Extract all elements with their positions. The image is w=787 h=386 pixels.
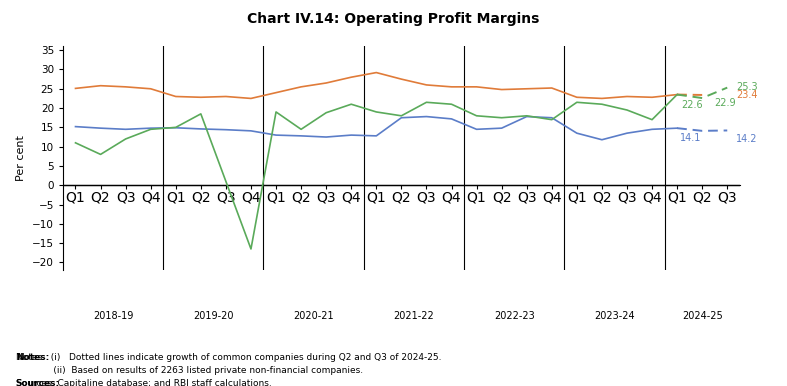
Text: Sources: Capitaline database; and RBI staff calculations.: Sources: Capitaline database; and RBI st… bbox=[16, 379, 272, 386]
Text: 2021-22: 2021-22 bbox=[394, 311, 434, 321]
Text: (ii)  Based on results of 2263 listed private non-financial companies.: (ii) Based on results of 2263 listed pri… bbox=[16, 366, 363, 375]
Text: 23.4: 23.4 bbox=[736, 90, 758, 100]
Text: Sources:: Sources: bbox=[16, 379, 60, 386]
Text: 25.3: 25.3 bbox=[736, 82, 758, 92]
Text: Chart IV.14: Operating Profit Margins: Chart IV.14: Operating Profit Margins bbox=[247, 12, 540, 25]
Text: 14.2: 14.2 bbox=[736, 134, 758, 144]
Text: Notes:: Notes: bbox=[16, 353, 49, 362]
Text: 22.9: 22.9 bbox=[715, 98, 737, 108]
Y-axis label: Per cent: Per cent bbox=[17, 135, 27, 181]
Text: Notes:  (i)   Dotted lines indicate growth of common companies during Q2 and Q3 : Notes: (i) Dotted lines indicate growth … bbox=[16, 353, 442, 362]
Text: 2023-24: 2023-24 bbox=[594, 311, 635, 321]
Text: 2019-20: 2019-20 bbox=[193, 311, 234, 321]
Text: 2024-25: 2024-25 bbox=[682, 311, 722, 321]
Text: 22.6: 22.6 bbox=[681, 100, 703, 110]
Text: 14.1: 14.1 bbox=[680, 133, 701, 143]
Text: 2020-21: 2020-21 bbox=[294, 311, 334, 321]
Text: 2018-19: 2018-19 bbox=[93, 311, 133, 321]
Text: 2022-23: 2022-23 bbox=[493, 311, 534, 321]
